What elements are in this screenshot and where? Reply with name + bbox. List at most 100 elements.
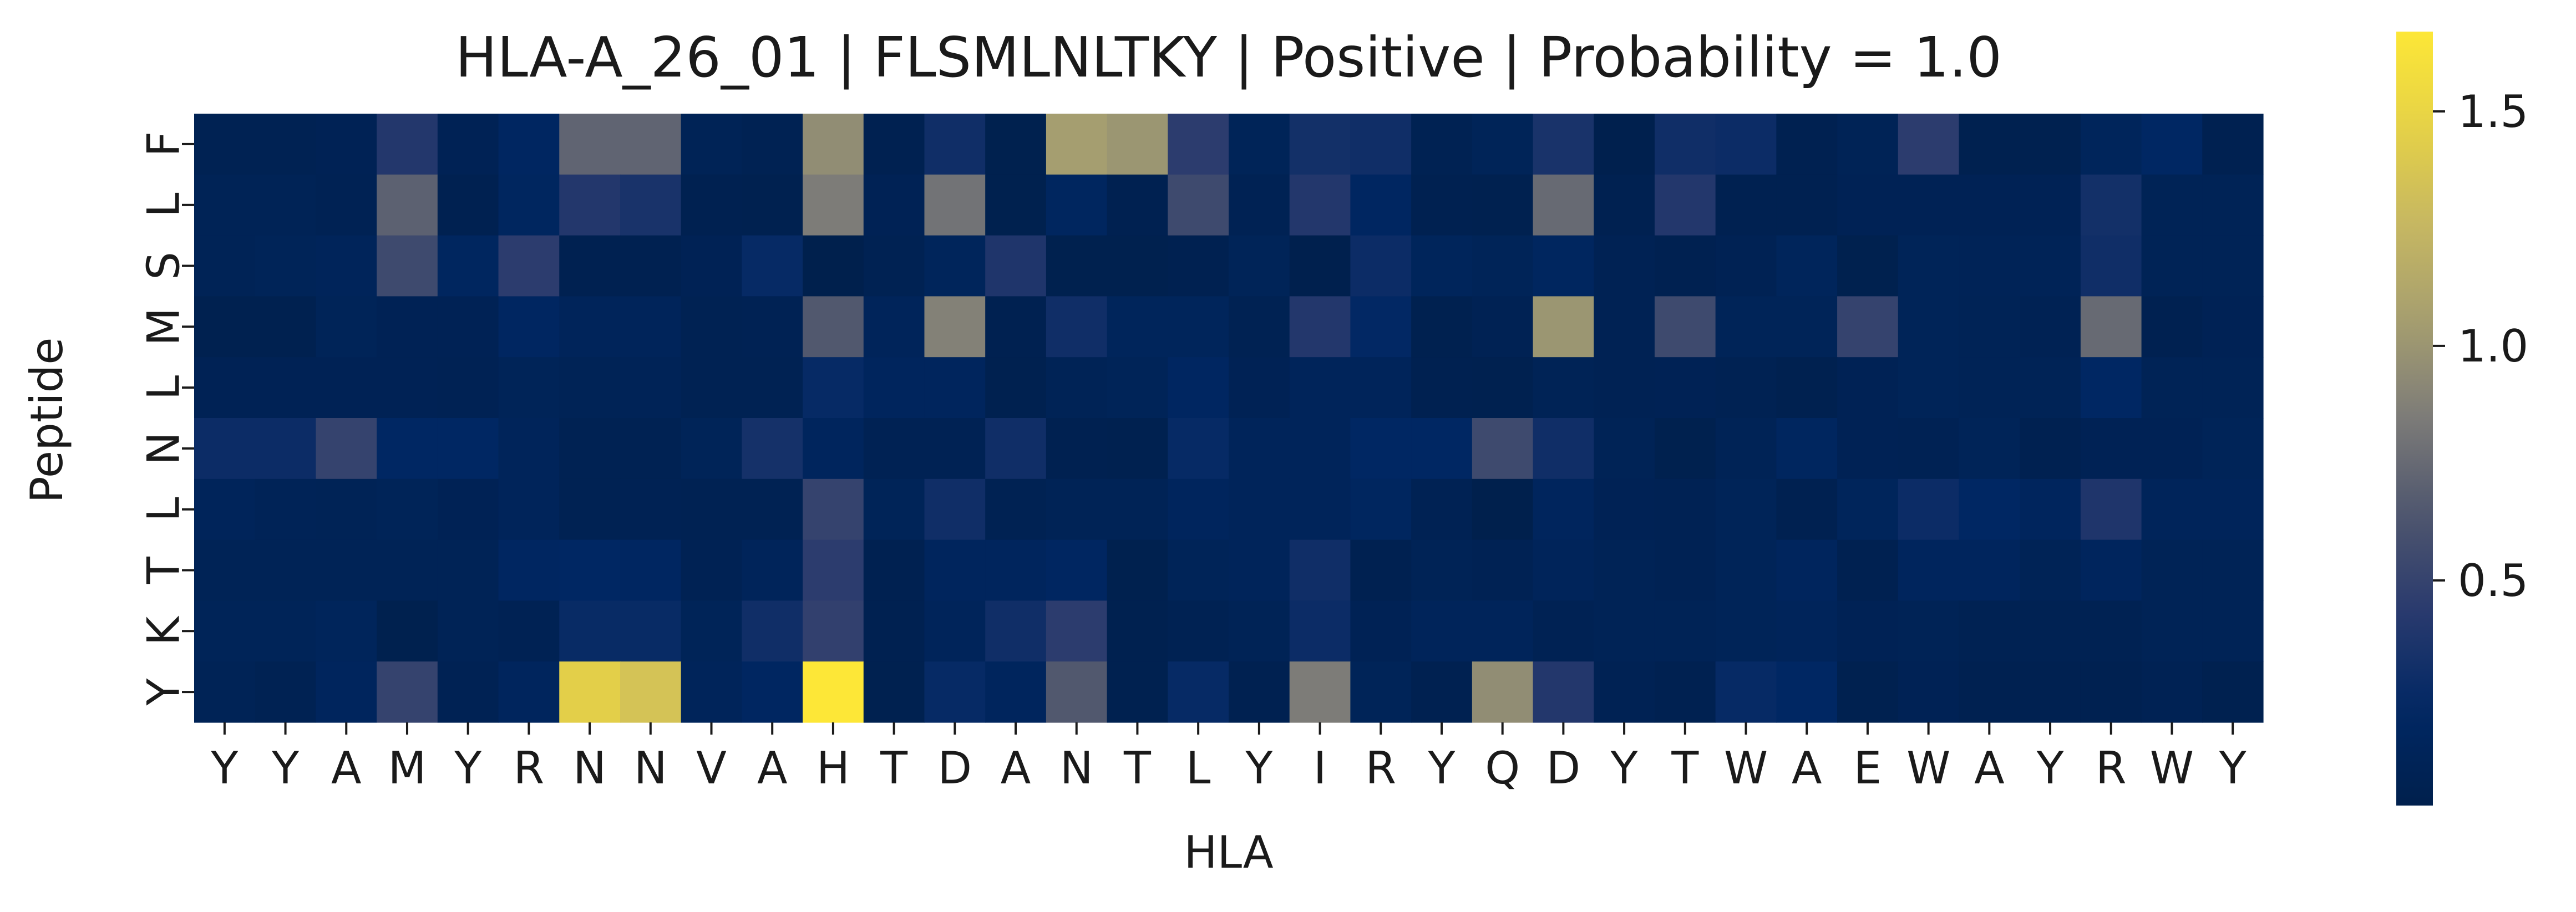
heatmap-cell [1289, 114, 1351, 175]
heatmap-cell [620, 600, 682, 662]
heatmap-cell [1350, 235, 1412, 297]
heatmap-cell [985, 539, 1047, 601]
heatmap-cell [803, 114, 864, 175]
heatmap-cell [498, 661, 560, 723]
heatmap-cell [1715, 539, 1777, 601]
x-tick-label: Y [1428, 742, 1456, 794]
heatmap-cell [2020, 114, 2081, 175]
heatmap-cell [1837, 235, 1899, 297]
heatmap-cell [985, 296, 1047, 358]
heatmap-cell [1107, 235, 1168, 297]
heatmap-cell [1776, 235, 1838, 297]
heatmap-cell [742, 661, 803, 723]
colorbar-ticks: 0.5 1.0 1.5 [2433, 86, 2528, 607]
heatmap-cell [1654, 418, 1716, 480]
heatmap-cell [1289, 357, 1351, 419]
heatmap-cell [1898, 478, 1960, 541]
y-tick-label: L [138, 497, 190, 522]
heatmap-cell [1654, 174, 1716, 236]
heatmap-cell [1289, 539, 1351, 601]
heatmap-cell [1168, 235, 1229, 297]
heatmap-cell [742, 296, 803, 358]
heatmap-cell [1654, 661, 1716, 723]
x-tick-label: Q [1485, 742, 1520, 794]
heatmap-cell [1898, 235, 1960, 297]
heatmap-cell [1411, 539, 1473, 601]
heatmap-cell [1959, 174, 2020, 236]
heatmap-cell [437, 418, 499, 480]
heatmap-cell [1898, 357, 1960, 419]
heatmap-cell [1654, 478, 1716, 541]
heatmap-cell [2020, 478, 2081, 541]
y-tick-label: T [138, 556, 190, 584]
heatmap-cell [1715, 114, 1777, 175]
x-tick-label: T [880, 742, 908, 794]
heatmap-cell [255, 296, 317, 358]
heatmap-cell [1289, 296, 1351, 358]
heatmap-cell [1837, 539, 1899, 601]
heatmap-cell [1959, 357, 2020, 419]
heatmap-cell [1715, 478, 1777, 541]
heatmap-cell [1350, 478, 1412, 541]
heatmap-cell [1411, 478, 1473, 541]
heatmap-cell [1107, 357, 1168, 419]
heatmap-cell [1472, 600, 1534, 662]
heatmap-cell [863, 357, 925, 419]
x-tick-label: D [938, 742, 972, 794]
heatmap-cell [498, 357, 560, 419]
heatmap-cell [1715, 174, 1777, 236]
heatmap-cell [1411, 357, 1473, 419]
heatmap-cell [681, 478, 742, 541]
heatmap-cell [924, 661, 986, 723]
heatmap-cell [1594, 478, 1655, 541]
heatmap-cell [2080, 418, 2142, 480]
heatmap-cell [1654, 600, 1716, 662]
heatmap-cell [1837, 661, 1899, 723]
x-tick-label: Y [2036, 742, 2065, 794]
x-tick-label: Y [210, 742, 239, 794]
x-tick-label: T [1123, 742, 1152, 794]
heatmap-cell [2020, 600, 2081, 662]
heatmap-cell [924, 296, 986, 358]
heatmap-cell [1046, 600, 1108, 662]
heatmap-cell [1594, 357, 1655, 419]
heatmap-cell [2141, 296, 2203, 358]
heatmap-cell [2202, 478, 2264, 541]
heatmap-cell [194, 478, 256, 541]
heatmap-cell [316, 296, 377, 358]
heatmap-cell [1229, 418, 1290, 480]
heatmap-cell [863, 661, 925, 723]
heatmap-cell [1837, 418, 1899, 480]
heatmap-cell [559, 114, 621, 175]
heatmap-cell [1594, 600, 1655, 662]
heatmap-cell [2080, 114, 2142, 175]
heatmap-cell [194, 296, 256, 358]
heatmap-cell [1654, 357, 1716, 419]
heatmap-cell [2202, 661, 2264, 723]
heatmap-cell [255, 235, 317, 297]
x-tick-label: E [1854, 742, 1882, 794]
heatmap-cell [1533, 418, 1594, 480]
heatmap-cell [681, 661, 742, 723]
heatmap-cell [620, 114, 682, 175]
heatmap-cell [194, 661, 256, 723]
heatmap-cell [316, 357, 377, 419]
heatmap-cell [377, 114, 438, 175]
heatmap-cell [1411, 296, 1473, 358]
heatmap-cell [2020, 661, 2081, 723]
heatmap-cell [1776, 418, 1838, 480]
heatmap-cell [1837, 296, 1899, 358]
heatmap-cell [1472, 235, 1534, 297]
heatmap-cell [803, 174, 864, 236]
x-tick-label: R [1365, 742, 1396, 794]
heatmap-cell [1350, 661, 1412, 723]
heatmap-cell [437, 600, 499, 662]
heatmap-cell [1411, 661, 1473, 723]
heatmap-cell [1472, 661, 1534, 723]
heatmap-cell [620, 418, 682, 480]
x-axis-label: HLA [1184, 827, 1274, 878]
heatmap-cell [1594, 539, 1655, 601]
heatmap-cell [2020, 357, 2081, 419]
